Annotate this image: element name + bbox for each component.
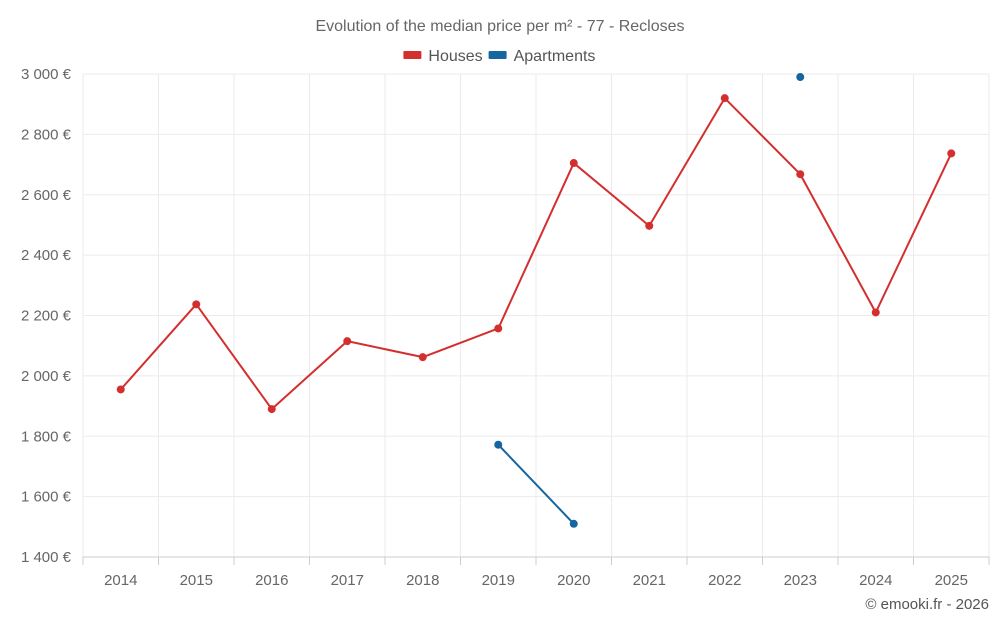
- x-tick-label: 2022: [708, 572, 741, 589]
- data-point-houses: [645, 221, 654, 230]
- data-point-houses: [116, 385, 125, 394]
- series-layer: [116, 73, 956, 528]
- data-point-houses: [418, 353, 427, 362]
- legend-swatch-houses: [403, 51, 422, 59]
- y-tick-label: 1 400 €: [21, 549, 72, 566]
- grid: [82, 73, 990, 557]
- series-line-houses: [120, 97, 953, 411]
- data-point-houses: [720, 94, 729, 103]
- credit-text: © emooki.fr - 2026: [865, 596, 989, 613]
- y-tick-label: 2 800 €: [21, 126, 72, 143]
- data-point-houses: [267, 405, 276, 414]
- data-point-apartments: [569, 519, 578, 528]
- y-tick-label: 2 400 €: [21, 247, 72, 264]
- x-tick-label: 2020: [557, 572, 590, 589]
- data-point-houses: [343, 337, 352, 346]
- y-tick-label: 2 200 €: [21, 308, 72, 325]
- x-tick-label: 2017: [331, 572, 364, 589]
- legend-label-houses: Houses: [428, 48, 482, 65]
- legend: Houses Apartments: [403, 48, 595, 65]
- data-point-apartments: [494, 440, 503, 449]
- y-tick-label: 2 000 €: [21, 368, 72, 385]
- x-tick-label: 2018: [406, 572, 439, 589]
- series-houses: [116, 94, 956, 414]
- y-tick-label: 1 800 €: [21, 428, 72, 445]
- x-tick-label: 2025: [935, 572, 968, 589]
- x-tick-label: 2019: [482, 572, 515, 589]
- y-tick-label: 1 600 €: [21, 489, 72, 506]
- x-tick-label: 2015: [180, 572, 213, 589]
- y-tick-label: 3 000 €: [21, 66, 72, 83]
- legend-swatch-apartments: [488, 51, 507, 59]
- data-point-houses: [569, 159, 578, 168]
- data-point-houses: [494, 324, 503, 333]
- chart-title: Evolution of the median price per m² - 7…: [315, 18, 684, 35]
- y-tick-label: 2 600 €: [21, 187, 72, 204]
- x-tick-label: 2024: [859, 572, 892, 589]
- data-point-houses: [192, 300, 201, 309]
- x-tick-label: 2016: [255, 572, 288, 589]
- data-point-houses: [796, 170, 805, 179]
- x-tick-label: 2014: [104, 572, 137, 589]
- data-point-apartments: [796, 73, 805, 82]
- x-tick-label: 2021: [633, 572, 666, 589]
- data-point-houses: [947, 149, 956, 158]
- series-apartments: [494, 73, 805, 528]
- x-tick-label: 2023: [784, 572, 817, 589]
- series-line-apartments: [497, 444, 575, 525]
- data-point-houses: [871, 308, 880, 317]
- axes: 1 400 € 1 600 € 1 800 € 2 000 € 2 200 € 2 400…: [21, 66, 990, 589]
- legend-label-apartments: Apartments: [514, 48, 596, 65]
